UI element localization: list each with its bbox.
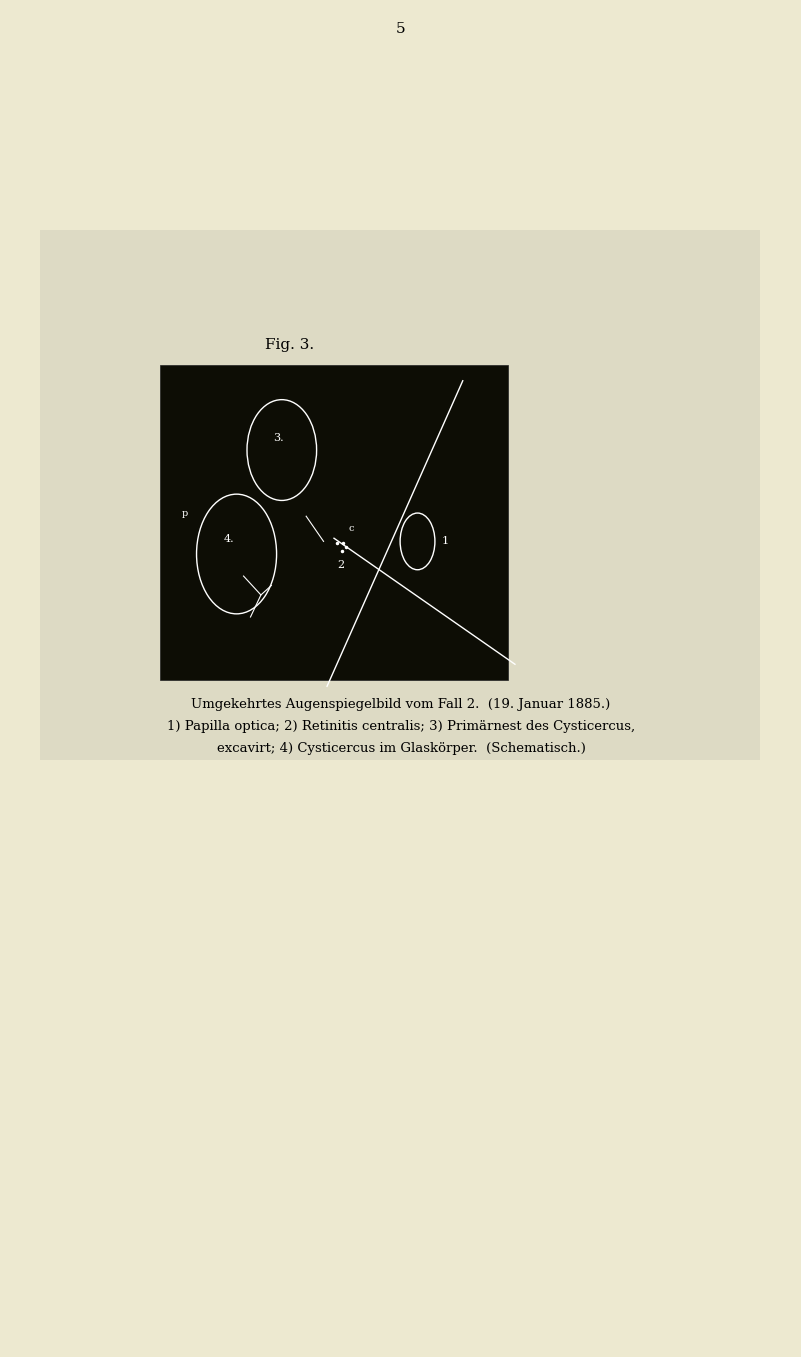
Text: 2: 2 bbox=[337, 559, 344, 570]
Bar bbox=[40, 229, 760, 760]
Text: 5: 5 bbox=[396, 22, 406, 37]
Text: Umgekehrtes Augenspiegelbild vom Fall 2.  (19. Januar 1885.): Umgekehrtes Augenspiegelbild vom Fall 2.… bbox=[191, 697, 610, 711]
Text: excavirt; 4) Cysticercus im Glaskörper.  (Schematisch.): excavirt; 4) Cysticercus im Glaskörper. … bbox=[216, 742, 586, 754]
Text: p: p bbox=[181, 509, 187, 517]
Bar bbox=[160, 365, 508, 680]
Text: 1: 1 bbox=[442, 536, 449, 547]
Text: Fig. 3.: Fig. 3. bbox=[265, 338, 315, 351]
Text: 1) Papilla optica; 2) Retinitis centralis; 3) Primärnest des Cysticercus,: 1) Papilla optica; 2) Retinitis centrali… bbox=[167, 721, 635, 733]
Text: c: c bbox=[348, 524, 354, 533]
Text: 3.: 3. bbox=[273, 433, 284, 442]
Text: 4.: 4. bbox=[223, 535, 234, 544]
